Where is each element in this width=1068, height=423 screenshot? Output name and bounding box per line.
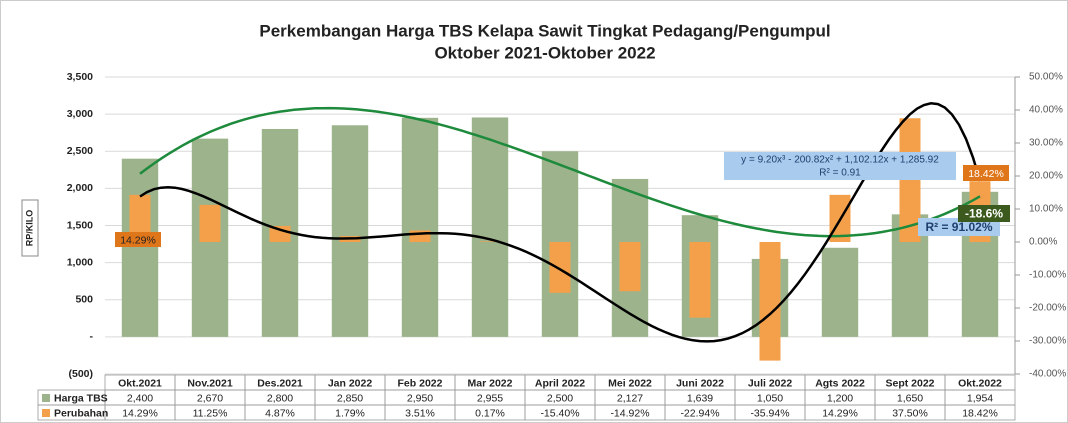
table-value: 14.29% [822, 407, 858, 419]
table-value: 2,950 [407, 392, 433, 404]
y2-tick-label: 40.00% [1029, 105, 1063, 116]
bar [619, 242, 641, 292]
table-value: 37.50% [892, 407, 928, 419]
table-value: 14.29% [122, 407, 158, 419]
value-label: 18.42% [968, 168, 1004, 180]
table-value: 11.25% [193, 407, 228, 419]
y-axis-label: RP/KILO [24, 210, 34, 247]
table-value: 2,127 [617, 392, 643, 404]
legend-label: Harga TBS [54, 392, 108, 404]
bar [821, 247, 859, 337]
equation: y = 9.20x³ - 200.82x² + 1,102.12x + 1,28… [741, 155, 939, 166]
table-value: -15.40% [540, 407, 579, 419]
table-value: 2,400 [127, 392, 153, 404]
y2-tick-label: 10.00% [1029, 204, 1063, 215]
bar [199, 204, 221, 242]
bar [121, 158, 159, 337]
r2-black: R² = 91.02% [925, 220, 992, 234]
table-value: 2,955 [477, 392, 503, 404]
table-value: -14.92% [610, 407, 649, 419]
x-tick-label: April 2022 [535, 377, 585, 389]
bar [689, 242, 711, 318]
x-tick-label: Jan 2022 [328, 377, 373, 389]
table-value: 2,800 [267, 392, 293, 404]
table-value: 3.51% [405, 407, 435, 419]
x-tick-label: Des.2021 [257, 377, 303, 389]
bar [471, 117, 509, 337]
y2-tick-label: 0.00% [1029, 237, 1057, 248]
value-label: 14.29% [120, 234, 156, 246]
bar [479, 241, 501, 242]
y-tick-label: 3,500 [67, 71, 93, 83]
chart-subtitle: Oktober 2021-Oktober 2022 [434, 43, 655, 62]
table-value: 1,200 [827, 392, 853, 404]
change-label-box [958, 205, 1010, 222]
x-tick-label: Sept 2022 [885, 377, 934, 389]
x-tick-label: Mei 2022 [608, 377, 652, 389]
y-label-box [21, 199, 39, 257]
table-cell [37, 404, 106, 421]
table-value: 2,500 [547, 392, 573, 404]
table-value: 18.42% [962, 407, 998, 419]
table-value: 1,639 [687, 392, 713, 404]
y-tick-label: (500) [68, 368, 93, 380]
table-value: 1.79% [335, 407, 365, 419]
r2-green: R² = 0.91 [819, 168, 861, 179]
x-tick-label: Mar 2022 [468, 377, 513, 389]
y-tick-label: 1,500 [67, 219, 93, 231]
y2-tick-label: 30.00% [1029, 138, 1063, 149]
bar [549, 242, 571, 293]
y-tick-label: 1,000 [67, 256, 93, 268]
table-value: 0.17% [475, 407, 505, 419]
bar [759, 242, 781, 361]
table-value: -22.94% [680, 407, 719, 419]
y2-tick-label: -20.00% [1029, 303, 1066, 314]
bar [331, 125, 369, 337]
r2-black-box [918, 218, 1000, 236]
y-tick-label: - [90, 331, 94, 343]
table-value: 2,670 [197, 392, 223, 404]
y2-tick-label: 20.00% [1029, 171, 1063, 182]
legend-swatch [42, 409, 50, 417]
x-tick-label: Okt.2022 [958, 377, 1002, 389]
y2-tick-label: -40.00% [1029, 369, 1066, 380]
x-tick-label: Juni 2022 [676, 377, 724, 389]
bar [409, 230, 431, 242]
table-value: 2,850 [337, 392, 363, 404]
table-cell [944, 404, 1016, 421]
x-tick-label: Feb 2022 [398, 377, 443, 389]
value-label-box [115, 232, 161, 247]
legend-swatch [42, 394, 50, 402]
trendline [139, 102, 982, 343]
table-value: 1,954 [967, 392, 993, 404]
x-tick-label: Okt.2021 [118, 377, 162, 389]
y-tick-label: 3,000 [67, 108, 93, 120]
table-value: 1,050 [757, 392, 783, 404]
x-tick-label: Agts 2022 [815, 377, 865, 389]
legend-label: Perubahan [54, 407, 108, 419]
chart-title: Perkembangan Harga TBS Kelapa Sawit Ting… [259, 21, 830, 40]
bar [401, 117, 439, 337]
y2-tick-label: -10.00% [1029, 270, 1066, 281]
x-tick-label: Nov.2021 [187, 377, 232, 389]
y-tick-label: 2,000 [67, 182, 93, 194]
x-tick-label: Juli 2022 [748, 377, 793, 389]
table-value: 1,650 [897, 392, 923, 404]
y-tick-label: 500 [75, 294, 93, 306]
value-label-box [963, 165, 1009, 181]
table-value: 4.87% [265, 407, 295, 419]
trendline [139, 106, 981, 238]
equation-box [724, 152, 956, 180]
y2-tick-label: -30.00% [1029, 336, 1066, 347]
change-label: -18.6% [965, 207, 1003, 221]
bar [899, 118, 921, 242]
y2-tick-label: 50.00% [1029, 72, 1063, 83]
y-tick-label: 2,500 [67, 145, 93, 157]
table-value: -35.94% [750, 407, 789, 419]
bar [129, 194, 151, 242]
